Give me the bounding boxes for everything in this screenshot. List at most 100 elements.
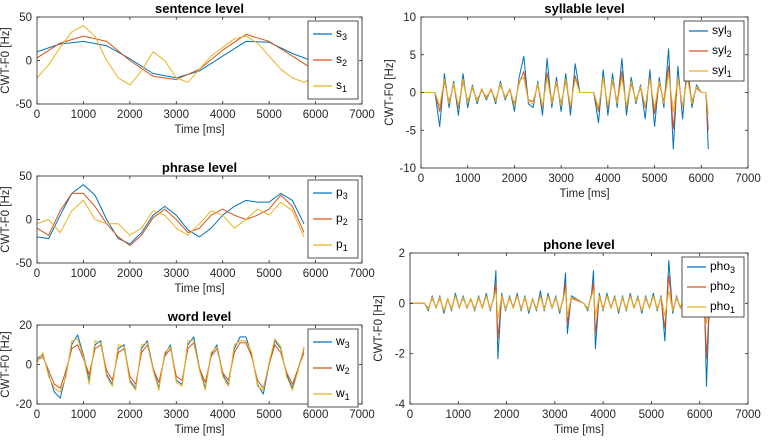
x-axis-label: Time [ms] [174, 124, 224, 136]
x-tick-label: 3000 [163, 109, 189, 121]
series-group [37, 334, 305, 399]
chart-title: phrase level [162, 160, 237, 175]
series-line-pho1 [410, 290, 710, 324]
chart-title: sentence level [155, 1, 244, 16]
y-tick-label: -10 [399, 163, 416, 175]
x-tick-label: 2000 [117, 109, 143, 121]
chart-panel-phrase-level: 0 1000 2000 3000 4000 5000 6000 7000-50050phras… [0, 160, 375, 295]
x-tick-label: 5000 [256, 109, 282, 121]
y-tick-label: -50 [15, 258, 32, 270]
x-tick-label: 5000 [639, 409, 665, 421]
legend-label-pho2: pho2 [710, 279, 735, 295]
y-tick-label: 0 [26, 215, 32, 227]
x-tick-label: 1000 [445, 409, 471, 421]
chart-panel-phone-level: 0 1000 2000 3000 4000 5000 6000 7000 -4 -2 0 2 phone… [373, 237, 761, 436]
series-line-syl1 [421, 73, 709, 116]
x-tick-label: 2000 [494, 409, 520, 421]
legend-label-pho3: pho3 [710, 259, 735, 275]
legend-label-pho1: pho1 [710, 299, 735, 315]
x-tick-label: 2000 [117, 268, 143, 280]
y-axis-label: CWT-F0 [Hz] [0, 331, 12, 397]
chart-title: syllable level [544, 1, 624, 16]
x-tick-label: 6000 [303, 109, 329, 121]
legend-label-w1: w1 [335, 386, 350, 402]
series-line-w1 [37, 338, 305, 393]
x-tick-label: 4000 [210, 268, 236, 280]
x-tick-label: 3000 [548, 173, 574, 185]
chart-panel-syllable-level: 0 1000 2000 3000 4000 5000 6000 7000 -10 -5 0 5 10 sy… [384, 1, 761, 200]
series-group [410, 260, 710, 387]
legend-label-s3: s3 [336, 26, 347, 42]
y-tick-label: 0 [26, 56, 32, 68]
series-line-p3 [37, 184, 305, 245]
x-axis-label: Time [ms] [174, 424, 224, 436]
x-tick-label: 5000 [256, 268, 282, 280]
y-tick-label: 20 [19, 320, 32, 332]
y-tick-label: 50 [19, 171, 32, 183]
x-tick-label: 1000 [71, 109, 97, 121]
series-line-p1 [37, 199, 305, 238]
series-line-s2 [37, 33, 316, 81]
axes-box [409, 252, 749, 405]
x-tick-label: 4000 [210, 109, 236, 121]
y-tick-label: 0 [26, 360, 32, 372]
series-group [421, 48, 709, 150]
x-tick-label: 7000 [349, 268, 375, 280]
y-tick-label: 10 [403, 12, 416, 24]
legend-label-p1: p1 [336, 237, 348, 253]
x-tick-label: 6000 [687, 409, 713, 421]
legend-label-syl3: syl3 [712, 23, 732, 39]
x-axis-label: Time [ms] [174, 283, 224, 295]
x-tick-label: 3000 [163, 268, 189, 280]
chart-title: word level [167, 309, 232, 324]
y-tick-label: 50 [19, 12, 32, 24]
x-tick-label: 0 [407, 409, 413, 421]
y-axis-label: CWT-F0 [Hz] [0, 186, 12, 252]
x-tick-label: 6000 [303, 268, 329, 280]
y-tick-label: 0 [399, 298, 405, 310]
chart-panel-sentence-level: 0 1000 2000 3000 4000 5000 6000 7000-50050sente… [0, 1, 375, 136]
legend: p3 p2 p1 [307, 179, 359, 259]
legend: w3 w2 w1 [307, 328, 359, 408]
legend-label-syl1: syl1 [712, 63, 732, 79]
legend: s3 s2 s1 [307, 20, 359, 100]
x-tick-label: 7000 [349, 409, 375, 421]
y-tick-label: 0 [410, 88, 416, 100]
x-tick-label: 5000 [642, 173, 668, 185]
y-tick-label: -50 [15, 99, 32, 111]
y-tick-label: -20 [15, 399, 32, 411]
x-axis-label: Time [ms] [554, 424, 604, 436]
y-tick-label: -2 [395, 349, 405, 361]
series-group [37, 184, 305, 247]
y-tick-label: -5 [406, 125, 416, 137]
x-tick-label: 2000 [117, 409, 143, 421]
y-axis-label: CWT-F0 [Hz] [384, 59, 396, 125]
series-group [37, 25, 316, 86]
x-tick-label: 5000 [256, 409, 282, 421]
legend-label-s1: s1 [336, 78, 347, 94]
legend: pho3 pho2 pho1 [681, 256, 745, 318]
x-tick-label: 4000 [590, 409, 616, 421]
x-tick-label: 7000 [349, 109, 375, 121]
x-tick-label: 1000 [71, 268, 97, 280]
chart-panel-word-level: 0 1000 2000 3000 4000 5000 6000 7000-20020word … [0, 309, 375, 436]
legend-label-w3: w3 [335, 334, 350, 350]
x-tick-label: 4000 [210, 409, 236, 421]
x-tick-label: 6000 [303, 409, 329, 421]
series-line-p2 [37, 192, 305, 247]
x-axis-label: Time [ms] [559, 188, 609, 200]
x-tick-label: 1000 [455, 173, 481, 185]
legend-label-p3: p3 [336, 185, 348, 201]
legend-label-p2: p2 [336, 211, 348, 227]
legend-label-s2: s2 [336, 52, 347, 68]
x-tick-label: 3000 [542, 409, 568, 421]
y-axis-label: CWT-F0 [Hz] [373, 295, 385, 361]
x-tick-label: 4000 [595, 173, 621, 185]
x-tick-label: 0 [34, 409, 40, 421]
x-tick-label: 6000 [688, 173, 714, 185]
y-tick-label: -4 [395, 399, 406, 411]
x-tick-label: 0 [418, 173, 424, 185]
legend-label-w2: w2 [335, 360, 350, 376]
x-tick-label: 2000 [502, 173, 528, 185]
